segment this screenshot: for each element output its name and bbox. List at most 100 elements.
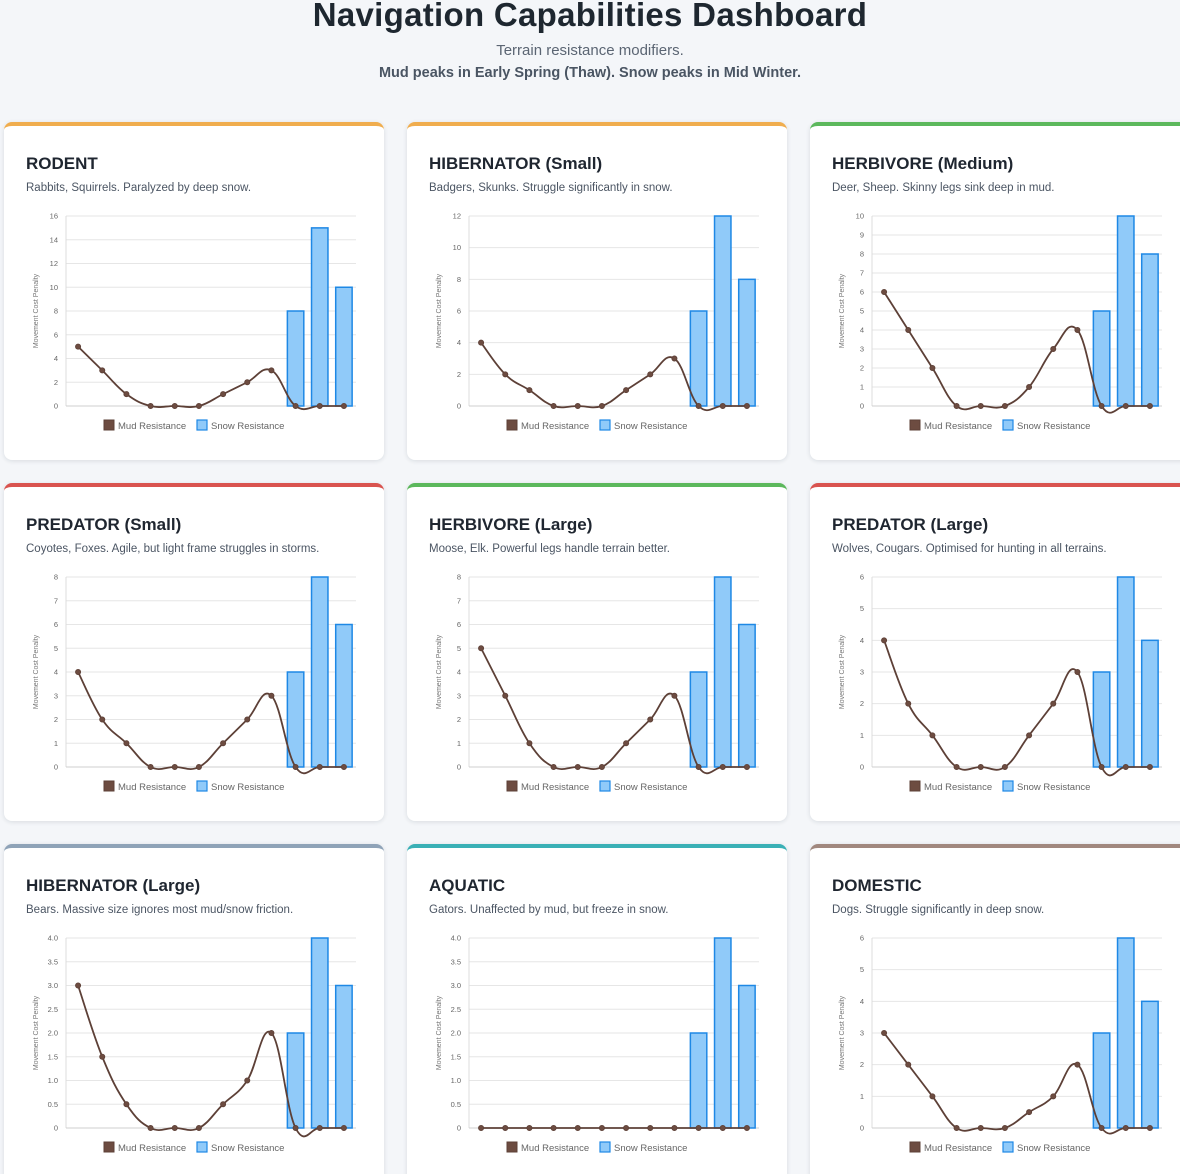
mud-point	[695, 402, 702, 409]
mud-point	[623, 740, 630, 747]
mud-point	[743, 402, 750, 409]
animal-card-herbivore-medium: HERBIVORE (Medium) Deer, Sheep. Skinny le…	[810, 122, 1180, 460]
snow-bars	[689, 215, 756, 407]
y-tick-label: 1.0	[48, 1076, 58, 1085]
y-tick-label: 7	[457, 596, 461, 605]
mud-point	[195, 1124, 202, 1131]
y-tick-label: 2	[860, 699, 864, 708]
y-axis-title: Movement Cost Penalty	[436, 995, 443, 1070]
mud-points	[478, 339, 750, 409]
mud-point	[695, 763, 702, 770]
mud-point	[1001, 763, 1008, 770]
legend-swatch-snow	[196, 419, 208, 431]
mud-point	[623, 387, 630, 394]
mud-point	[316, 402, 323, 409]
legend-label-snow: Snow Resistance	[1017, 782, 1090, 793]
mud-point	[340, 1124, 347, 1131]
mud-point	[171, 402, 178, 409]
mud-point	[526, 1124, 533, 1131]
y-tick-label: 2.5	[48, 1005, 58, 1014]
card-description: Wolves, Cougars. Optimised for hunting i…	[832, 543, 1107, 555]
y-tick-label: 9	[860, 231, 864, 240]
y-tick-label: 3	[860, 668, 864, 677]
y-tick-label: 2.5	[451, 1005, 461, 1014]
y-tick-label: 10	[453, 243, 461, 252]
card-description: Dogs. Struggle significantly in deep sno…	[832, 904, 1045, 916]
y-tick-label: 3	[860, 345, 864, 354]
snow-bar	[1116, 215, 1135, 407]
chart-legend: Mud Resistance Snow Resistance	[909, 780, 1090, 793]
mud-point	[719, 402, 726, 409]
mud-point	[292, 1124, 299, 1131]
y-tick-label: 2	[860, 1060, 864, 1069]
mud-point	[1098, 1124, 1105, 1131]
mud-point	[75, 669, 82, 676]
snow-bar	[1116, 937, 1135, 1129]
mud-points	[75, 982, 347, 1131]
mud-point	[99, 1053, 106, 1060]
y-tick-label: 0	[457, 402, 461, 411]
y-tick-label: 7	[860, 269, 864, 278]
card-title: RODENT	[26, 154, 98, 173]
legend-label-mud: Mud Resistance	[118, 1143, 186, 1154]
snow-bar	[713, 937, 732, 1129]
mud-point	[598, 763, 605, 770]
y-axis-ticks: 0 2 4 6 8 10 12 14 16	[50, 212, 58, 411]
chart-legend: Mud Resistance Snow Resistance	[909, 1141, 1090, 1154]
y-tick-label: 3.5	[451, 957, 461, 966]
card-description: Gators. Unaffected by mud, but freeze in…	[429, 904, 669, 916]
mud-point	[147, 763, 154, 770]
y-tick-label: 2	[860, 364, 864, 373]
mud-point	[1050, 700, 1057, 707]
y-tick-label: 16	[50, 212, 58, 221]
y-tick-label: 1.0	[451, 1076, 461, 1085]
mud-point	[1122, 402, 1129, 409]
legend-swatch-snow	[1002, 780, 1014, 792]
mud-point	[1001, 402, 1008, 409]
mud-point	[881, 637, 888, 644]
y-tick-label: 0	[54, 1124, 58, 1133]
snow-bar	[310, 576, 329, 768]
y-tick-label: 0	[860, 763, 864, 772]
mud-point	[220, 391, 227, 398]
mud-point	[195, 763, 202, 770]
y-tick-label: 3.5	[48, 957, 58, 966]
y-tick-label: 4	[860, 636, 864, 645]
legend-swatch-mud	[103, 1141, 115, 1153]
mud-points	[478, 645, 750, 770]
y-tick-label: 5	[457, 644, 461, 653]
mud-point	[1074, 669, 1081, 676]
mud-point	[953, 402, 960, 409]
mud-point	[502, 1124, 509, 1131]
legend-label-mud: Mud Resistance	[521, 1143, 589, 1154]
snow-bar	[334, 623, 353, 768]
legend-swatch-mud	[909, 780, 921, 792]
snow-bars	[286, 576, 353, 768]
mud-point	[1122, 763, 1129, 770]
mud-point	[478, 339, 485, 346]
y-tick-label: 4	[860, 326, 864, 335]
y-axis-title: Movement Cost Penalty	[839, 273, 846, 348]
y-axis-ticks: 0 1 2 3 4 5 6 7 8 9 10	[856, 212, 864, 411]
mud-points	[478, 1124, 750, 1131]
y-axis-title: Movement Cost Penalty	[436, 273, 443, 348]
y-axis-title: Movement Cost Penalty	[436, 634, 443, 709]
legend-label-mud: Mud Resistance	[924, 1143, 992, 1154]
y-tick-label: 6	[54, 330, 58, 339]
card-title: PREDATOR (Small)	[26, 515, 182, 534]
mud-point	[1050, 1093, 1057, 1100]
chart-legend: Mud Resistance Snow Resistance	[506, 419, 687, 432]
mud-point	[550, 763, 557, 770]
mud-point	[1074, 327, 1081, 334]
mud-points	[75, 343, 347, 409]
y-axis-title: Movement Cost Penalty	[33, 634, 40, 709]
snow-bar	[689, 310, 708, 407]
animal-card-rodent: RODENT Rabbits, Squirrels. Paralyzed by d…	[4, 122, 384, 460]
y-tick-label: 1	[457, 739, 461, 748]
y-tick-label: 3.0	[48, 981, 58, 990]
page-subtitle: Terrain resistance modifiers.	[496, 42, 684, 59]
y-tick-label: 2	[457, 370, 461, 379]
chart-predator-small: 0 1 2 3 4 5 6 7 8 Movement Cost Penalty Mud Resist…	[33, 573, 356, 793]
mud-point	[695, 1124, 702, 1131]
card-title: AQUATIC	[429, 876, 506, 895]
